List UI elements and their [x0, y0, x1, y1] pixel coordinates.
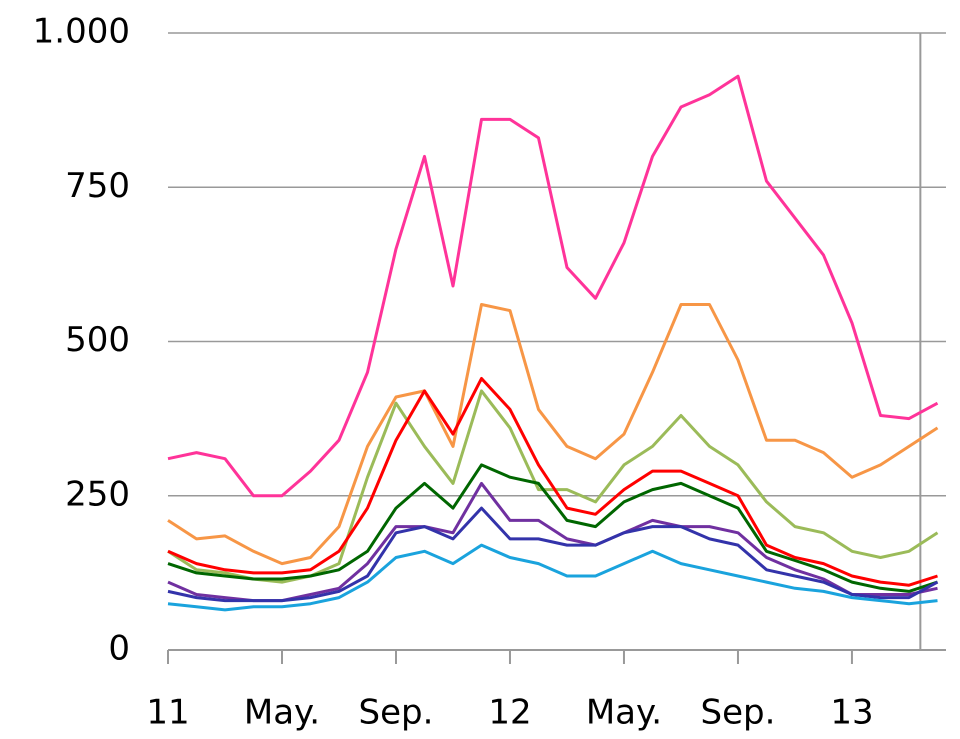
- series-line: [167, 303, 939, 566]
- x-tick-label: Sep.: [701, 693, 776, 733]
- series-line: [167, 74, 939, 498]
- series-line: [167, 543, 938, 612]
- y-tick-label: 0: [108, 629, 130, 669]
- series-line: [167, 377, 938, 587]
- series-line: [167, 463, 938, 593]
- x-tick-label: 13: [830, 693, 873, 733]
- x-tick-label: 12: [488, 693, 531, 733]
- y-tick-label: 500: [65, 320, 130, 360]
- series-line: [167, 389, 939, 584]
- series-line: [167, 481, 938, 603]
- x-tick-label: Sep.: [359, 693, 434, 733]
- series-line: [167, 506, 939, 603]
- y-tick-label: 750: [65, 166, 130, 206]
- x-tick-label: 11: [146, 693, 189, 733]
- y-tick-label: 250: [65, 474, 130, 514]
- y-tick-label: 1.000: [33, 12, 130, 52]
- x-tick-label: May.: [586, 693, 662, 733]
- x-tick-label: May.: [244, 693, 320, 733]
